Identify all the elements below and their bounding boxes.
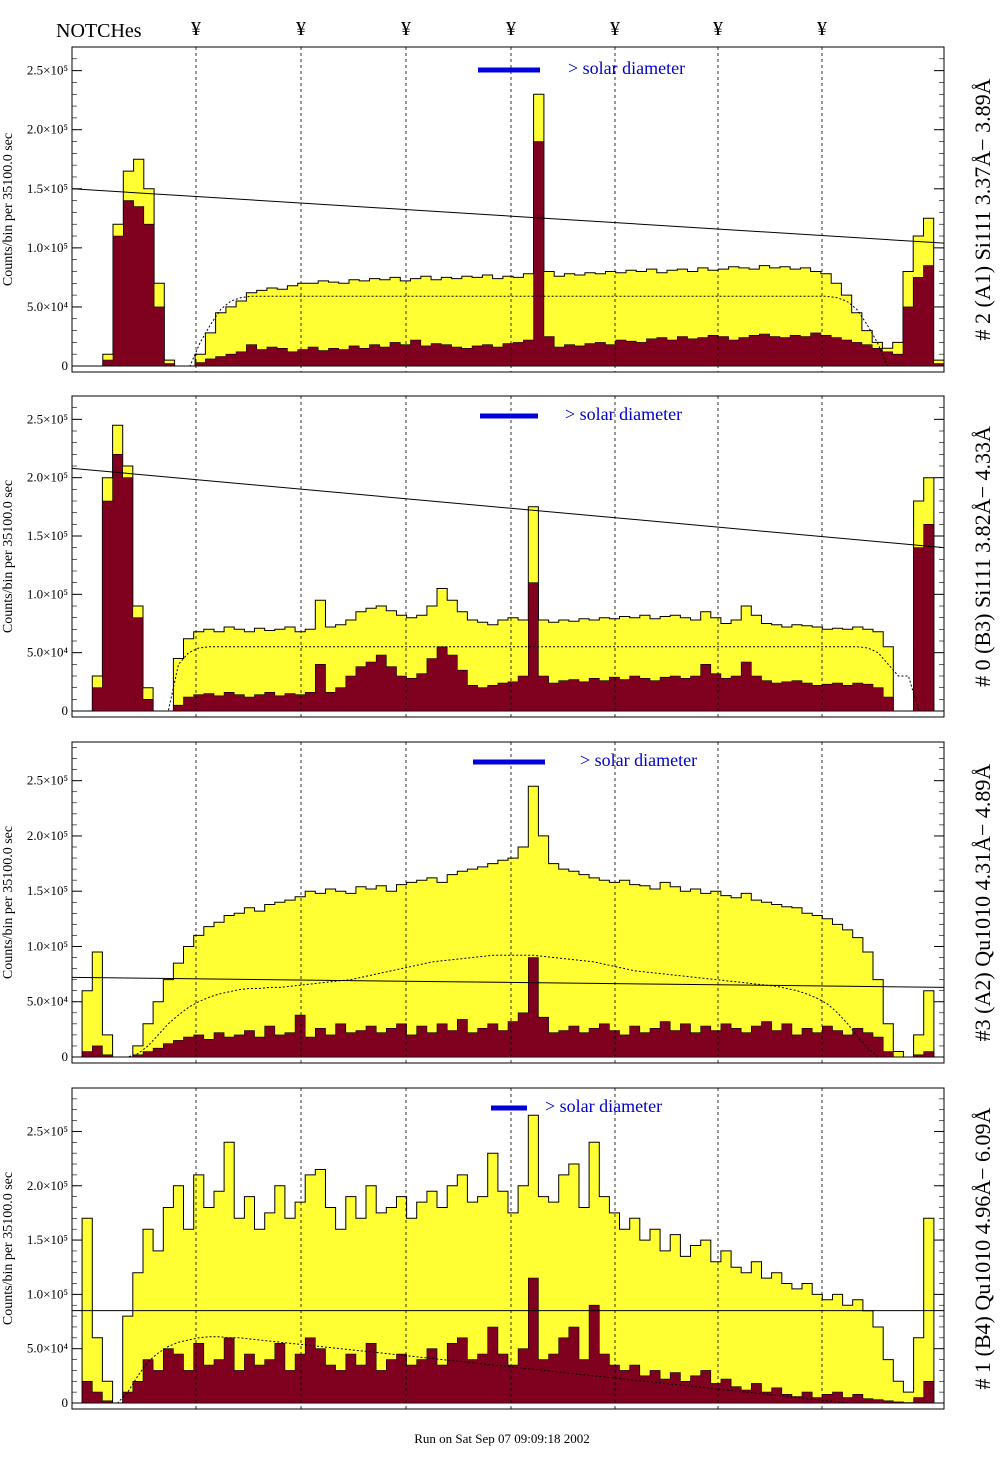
total-histogram (72, 1114, 944, 1404)
notch-marker: ¥ (191, 18, 201, 40)
y-axis-label: Counts/bin per 35100.0 sec (1, 133, 16, 286)
notch-marker: ¥ (401, 18, 411, 40)
panel-label: #3 (A2) Qu1010 4.31Å− 4.89Å (970, 764, 995, 1042)
notches-label: NOTCHes (56, 20, 142, 42)
y-tick-label: 2.0×10⁵ (27, 828, 68, 843)
chart-panel-1: 0 5.0×10⁴ 1.0×10⁵ 1.5×10⁵ 2.0×10⁵ 2.5×10⁵ Coun… (1, 46, 995, 373)
solar-diameter-label: > solar diameter (545, 1096, 662, 1116)
notch-marker: ¥ (506, 18, 516, 40)
y-axis-label: Counts/bin per 35100.0 sec (1, 826, 16, 979)
y-tick-label: 2.0×10⁵ (27, 470, 68, 485)
notch-marker: ¥ (817, 18, 827, 40)
y-tick-label: 0 (62, 1049, 69, 1064)
y-tick-label: 2.5×10⁵ (27, 411, 68, 426)
y-tick-label: 2.5×10⁵ (27, 1123, 68, 1138)
y-tick-label: 0 (62, 703, 69, 718)
fit-line (71, 976, 945, 988)
notch-marker: ¥ (296, 18, 306, 40)
panel-label: # 0 (B3) Si111 3.82Å− 4.33Å (970, 426, 995, 687)
y-tick-label: 5.0×10⁴ (27, 299, 69, 314)
y-tick-label: 0 (62, 1395, 69, 1410)
total-histogram (72, 93, 945, 367)
y-tick-label: 1.5×10⁵ (27, 528, 68, 543)
y-tick-label: 1.5×10⁵ (27, 181, 68, 196)
solar-diameter-label: > solar diameter (565, 404, 682, 424)
total-histogram (72, 785, 944, 1058)
subset-histogram (72, 957, 944, 1058)
y-tick-label: 5.0×10⁴ (27, 994, 69, 1009)
chart-panel-3: 0 5.0×10⁴ 1.0×10⁵ 1.5×10⁵ 2.0×10⁵ 2.5×10⁵ Coun… (1, 741, 995, 1064)
y-axis-label: Counts/bin per 35100.0 sec (1, 480, 16, 633)
chart-panel-4: 0 5.0×10⁴ 1.0×10⁵ 1.5×10⁵ 2.0×10⁵ 2.5×10⁵ Coun… (1, 1087, 995, 1410)
plot-frame (71, 1087, 945, 1410)
plot-frame (71, 395, 945, 718)
y-tick-label: 2.0×10⁵ (27, 1178, 68, 1193)
y-tick-label: 1.5×10⁵ (27, 883, 68, 898)
y-tick-label: 5.0×10⁴ (27, 1341, 69, 1356)
baseline-curve (77, 1336, 939, 1404)
y-tick-label: 2.5×10⁵ (27, 63, 68, 78)
panel-label: # 2 (A1) Si111 3.37Å− 3.89Å (970, 78, 995, 340)
run-info: Run on Sat Sep 07 09:09:18 2002 (414, 1431, 590, 1446)
y-tick-label: 1.0×10⁵ (27, 938, 68, 953)
y-tick-label: 1.0×10⁵ (27, 586, 68, 601)
y-tick-label: 2.5×10⁵ (27, 773, 68, 788)
plot-frame (71, 46, 945, 373)
baseline-curve (77, 954, 939, 1058)
panel-label: # 1 (B4) Qu1010 4.96Å− 6.09Å (970, 1107, 995, 1389)
subset-histogram (72, 141, 945, 367)
baseline-curve (77, 295, 939, 367)
y-tick-label: 2.0×10⁵ (27, 122, 68, 137)
subset-histogram (72, 454, 944, 712)
chart-panel-2: 0 5.0×10⁴ 1.0×10⁵ 1.5×10⁵ 2.0×10⁵ 2.5×10⁵ Coun… (1, 395, 995, 718)
fit-line (71, 467, 945, 549)
subset-histogram (72, 1277, 944, 1404)
y-tick-label: 1.5×10⁵ (27, 1232, 68, 1247)
y-tick-label: 0 (62, 358, 69, 373)
total-histogram (72, 424, 944, 712)
y-tick-label: 1.0×10⁵ (27, 1286, 68, 1301)
y-tick-label: 1.0×10⁵ (27, 240, 68, 255)
fit-line (71, 188, 945, 244)
solar-diameter-label: > solar diameter (580, 750, 697, 770)
notch-marker: ¥ (713, 18, 723, 40)
y-tick-label: 5.0×10⁴ (27, 645, 69, 660)
y-axis-label: Counts/bin per 35100.0 sec (1, 1172, 16, 1325)
notch-marker: ¥ (610, 18, 620, 40)
solar-diameter-label: > solar diameter (568, 58, 685, 78)
notch-header: NOTCHes ¥ ¥ ¥ ¥ ¥ ¥ ¥ (0, 0, 1004, 45)
